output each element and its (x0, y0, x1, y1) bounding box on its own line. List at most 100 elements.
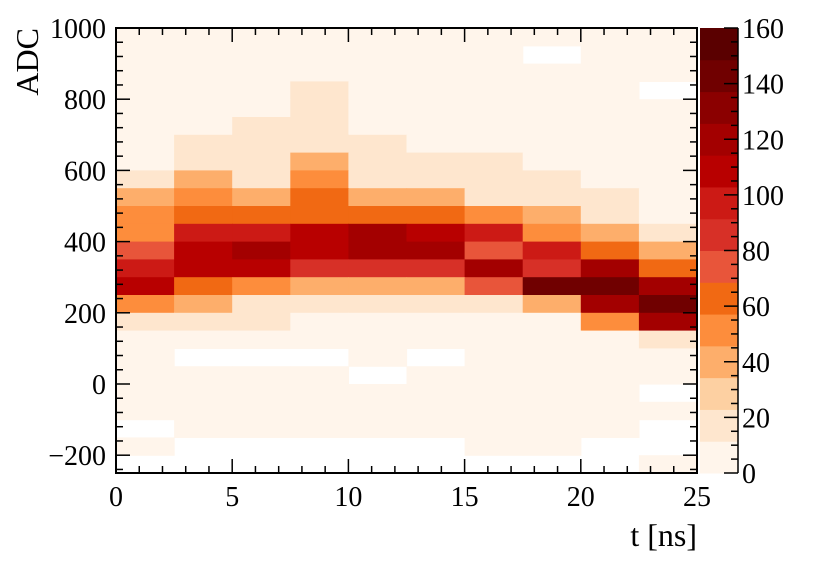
heatmap-cell (290, 419, 349, 438)
x-tick-label: 5 (225, 482, 239, 513)
x-tick-label: 20 (567, 482, 595, 513)
heatmap-cell (580, 28, 640, 47)
heatmap-cell (174, 223, 233, 243)
heatmap-cell (348, 170, 408, 189)
heatmap-cell (116, 28, 175, 47)
heatmap-cell (464, 384, 524, 403)
y-tick-label: 400 (64, 228, 106, 259)
heatmap-cell (522, 277, 582, 296)
heatmap-cell (638, 295, 698, 314)
heatmap-cell (580, 206, 640, 225)
heatmap-cell (290, 241, 349, 260)
heatmap-cell (406, 366, 466, 385)
heatmap-cell (174, 134, 233, 154)
heatmap-cell (174, 419, 233, 438)
heatmap-cell (116, 312, 175, 332)
heatmap-cell (232, 223, 291, 243)
heatmap-cell (232, 401, 291, 421)
heatmap-cell (406, 223, 466, 243)
heatmap-cell (232, 206, 291, 225)
heatmap-cell (174, 81, 233, 100)
y-tick-label: 800 (64, 85, 106, 116)
colorbar-swatch (700, 59, 738, 93)
heatmap-cell (232, 259, 291, 278)
heatmap-cell (406, 401, 466, 421)
colorbar-tick-label: 80 (742, 237, 770, 268)
heatmap-cell (406, 384, 466, 403)
heatmap-cell (522, 437, 582, 456)
heatmap-cell (290, 99, 349, 118)
colorbar-tick-label: 20 (742, 403, 770, 434)
heatmap-cell (464, 277, 524, 296)
heatmap-cell (522, 401, 582, 421)
heatmap-cell (580, 259, 640, 278)
heatmap-cell (406, 312, 466, 332)
heatmap-cell (174, 99, 233, 118)
y-tick-label: 200 (64, 299, 106, 330)
heatmap-cell (580, 117, 640, 136)
heatmap-cell (116, 117, 175, 136)
y-tick-label: 1000 (50, 14, 106, 45)
heatmap-cell (116, 81, 175, 100)
heatmap-cell (464, 437, 524, 456)
heatmap-cell (406, 419, 466, 438)
heatmap-cell (580, 312, 640, 332)
heatmap-cell (464, 295, 524, 314)
heatmap-cell (290, 401, 349, 421)
heatmap-cell (522, 28, 582, 47)
heatmap-cell (116, 330, 175, 349)
y-tick-label: 600 (64, 156, 106, 187)
heatmap-cell (522, 330, 582, 349)
colorbar-swatch (700, 282, 738, 315)
heatmap-cell (580, 277, 640, 296)
heatmap-cell (116, 401, 175, 421)
heatmap-cell (638, 277, 698, 296)
heatmap-cell (406, 63, 466, 82)
heatmap-cell (174, 384, 233, 403)
heatmap-cell (232, 81, 291, 100)
heatmap-cell (580, 223, 640, 243)
heatmap-cell (638, 348, 698, 367)
heatmap-cell (348, 295, 408, 314)
heatmap-cell (116, 170, 175, 189)
heatmap-cell (580, 241, 640, 260)
heatmap-cell (116, 63, 175, 82)
heatmap-cell (116, 241, 175, 260)
plot-frame (115, 27, 698, 474)
heatmap-cell (522, 63, 582, 82)
heatmap-cell (290, 134, 349, 154)
heatmap-cell (522, 419, 582, 438)
heatmap-cell (580, 384, 640, 403)
heatmap-cell (638, 134, 698, 154)
heatmap-cell (348, 223, 408, 243)
heatmap-cells (116, 28, 698, 474)
heatmap-cell (348, 81, 408, 100)
heatmap-cell (290, 384, 349, 403)
heatmap-cell (638, 152, 698, 171)
heatmap-cell (406, 206, 466, 225)
heatmap-cell (232, 188, 291, 207)
heatmap-cell (116, 134, 175, 154)
heatmap-cell (348, 241, 408, 260)
heatmap-cell (174, 63, 233, 82)
heatmap-cell (232, 312, 291, 332)
heatmap-cell (290, 117, 349, 136)
heatmap-cell (638, 63, 698, 82)
heatmap-cell (174, 330, 233, 349)
heatmap-cell (348, 259, 408, 278)
heatmap-cell (406, 152, 466, 171)
heatmap-cell (348, 188, 408, 207)
heatmap-cell (348, 99, 408, 118)
heatmap-cell (638, 206, 698, 225)
heatmap-cell (522, 188, 582, 207)
heatmap-cell (348, 117, 408, 136)
colorbar-tick-label: 60 (742, 292, 770, 323)
heatmap-cell (232, 152, 291, 171)
heatmap-cell (290, 366, 349, 385)
heatmap-cell (232, 419, 291, 438)
heatmap-cell (580, 348, 640, 367)
y-tick-label: 0 (92, 370, 106, 401)
heatmap-cell (232, 277, 291, 296)
heatmap-cell (638, 455, 698, 474)
colorbar-swatch (700, 218, 738, 251)
